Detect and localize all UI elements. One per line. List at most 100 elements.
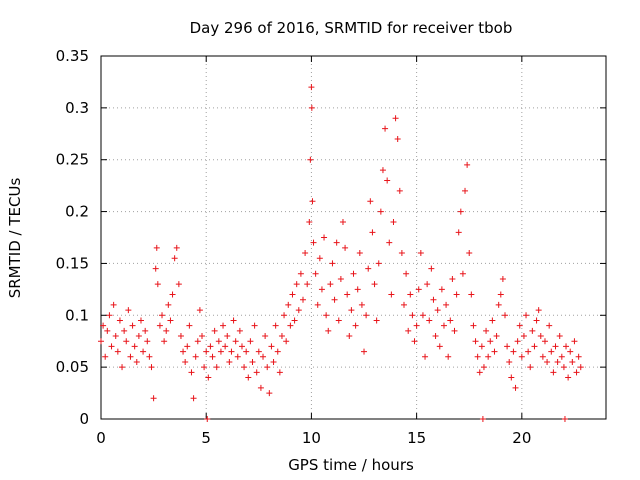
data-point [146, 353, 153, 360]
data-point [529, 327, 536, 334]
data-point [358, 301, 365, 308]
data-point [184, 343, 191, 350]
data-point [121, 327, 128, 334]
data-point [255, 348, 262, 355]
data-point [125, 307, 132, 314]
data-point [188, 369, 195, 376]
x-tick-label: 10 [302, 429, 321, 447]
data-point [116, 317, 123, 324]
data-point [354, 286, 361, 293]
data-point [114, 348, 121, 355]
data-point [131, 343, 138, 350]
data-point [309, 198, 316, 205]
data-point [238, 343, 245, 350]
data-point [369, 229, 376, 236]
data-point [373, 317, 380, 324]
data-point [379, 167, 386, 174]
data-point [520, 333, 527, 340]
y-tick-label: 0.15 [56, 254, 89, 272]
data-point [190, 395, 197, 402]
x-tick-label: 15 [407, 429, 426, 447]
data-point [523, 312, 530, 319]
data-point [388, 291, 395, 298]
data-point [470, 322, 477, 329]
data-point [302, 250, 309, 257]
data-point [123, 338, 130, 345]
x-axis-label: GPS time / hours [288, 456, 414, 474]
data-point [350, 270, 357, 277]
data-point [333, 239, 340, 246]
data-point [346, 333, 353, 340]
data-point [504, 343, 511, 350]
data-point [516, 322, 523, 329]
data-point [390, 218, 397, 225]
data-point [329, 260, 336, 267]
data-point [440, 322, 447, 329]
data-point [297, 270, 304, 277]
data-point [323, 312, 330, 319]
data-point [159, 312, 166, 319]
axis-ticks: 0 5 10 15 20 0 0.05 0.1 0.15 0.2 0.25 0.3 0.35 [56, 47, 606, 447]
data-point [192, 353, 199, 360]
data-point [289, 291, 296, 298]
data-point [483, 327, 490, 334]
data-point [272, 322, 279, 329]
y-tick-label: 0.2 [65, 203, 89, 221]
y-tick-label: 0.05 [56, 358, 89, 376]
data-point [556, 333, 563, 340]
data-point [287, 322, 294, 329]
data-point [337, 275, 344, 282]
data-point [306, 218, 313, 225]
data-point [451, 327, 458, 334]
data-point [304, 281, 311, 288]
data-point [100, 322, 107, 329]
data-point [554, 358, 561, 365]
data-point [539, 353, 546, 360]
data-point [201, 364, 208, 371]
data-point [493, 333, 500, 340]
data-point [552, 343, 559, 350]
data-point [270, 358, 277, 365]
data-point [573, 369, 580, 376]
data-point [182, 358, 189, 365]
data-point [480, 364, 487, 371]
data-point [133, 358, 140, 365]
data-point [569, 358, 576, 365]
data-point [104, 327, 111, 334]
chart-title: Day 296 of 2016, SRMTID for receiver tbo… [190, 19, 513, 37]
data-point [325, 327, 332, 334]
data-point [403, 270, 410, 277]
plot-frame [100, 55, 607, 420]
data-point [230, 317, 237, 324]
data-point [318, 286, 325, 293]
data-point [457, 208, 464, 215]
data-point [462, 187, 469, 194]
data-point [110, 301, 117, 308]
data-point [489, 317, 496, 324]
data-point [232, 338, 239, 345]
data-point [106, 312, 113, 319]
data-point [161, 338, 168, 345]
data-point [499, 275, 506, 282]
data-point [363, 312, 370, 319]
data-point [491, 348, 498, 355]
data-point [226, 358, 233, 365]
data-point [447, 317, 454, 324]
data-point [119, 364, 126, 371]
data-point [205, 374, 212, 381]
data-point [260, 353, 267, 360]
data-point [565, 374, 572, 381]
data-point [561, 416, 568, 422]
data-point [163, 327, 170, 334]
data-point [247, 338, 254, 345]
data-point [274, 348, 281, 355]
data-point [142, 327, 149, 334]
data-point [327, 281, 334, 288]
data-point [415, 286, 422, 293]
data-point [169, 291, 176, 298]
data-point [476, 369, 483, 376]
y-tick-label: 0.35 [56, 47, 89, 65]
data-point [308, 84, 315, 91]
data-point [234, 353, 241, 360]
